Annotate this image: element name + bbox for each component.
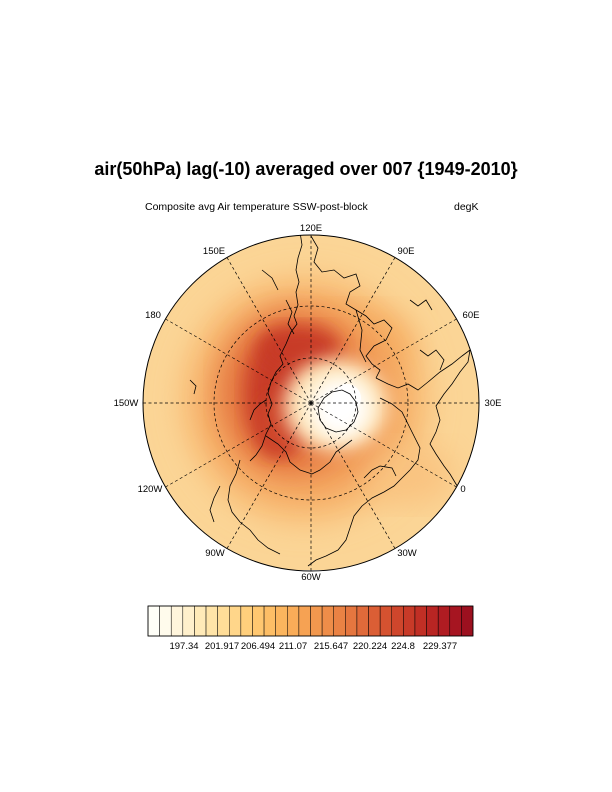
colorbar-swatch [263, 605, 276, 637]
colorbar-swatch [403, 605, 416, 637]
colorbar-swatch [170, 605, 184, 637]
colorbar-swatch [345, 605, 358, 637]
colorbar-swatch [414, 605, 427, 637]
colorbar-tick-label: 201.917 [205, 641, 239, 652]
colorbar-swatch [356, 605, 369, 637]
colorbar-swatch [229, 605, 242, 637]
plot-title: air(50hPa) lag(-10) averaged over 007 {1… [94, 159, 518, 179]
colorbar-swatch [159, 605, 172, 637]
colorbar-swatch [275, 605, 288, 637]
lon-label-90e: 90E [398, 246, 415, 257]
colorbar-swatch [391, 605, 404, 637]
colorbar-swatch [205, 605, 218, 637]
meridian-line [310, 402, 457, 488]
meridian-line [310, 257, 396, 404]
coastlines [189, 235, 471, 567]
colorbar-tick-label: 197.34 [169, 641, 198, 652]
meridian-line [226, 402, 312, 549]
colorbar [147, 605, 474, 637]
colorbar-swatch [437, 605, 451, 637]
meridian-line [310, 402, 396, 549]
colorbar-swatch [310, 605, 323, 637]
colorbar-tick-label: 224.8 [391, 641, 415, 652]
lon-label-30e: 30E [485, 398, 502, 409]
meridian-line [226, 257, 312, 404]
lon-label-60e: 60E [463, 310, 480, 321]
graticule [143, 235, 479, 571]
colorbar-tick-label: 220.224 [353, 641, 387, 652]
lon-label-30w: 30W [397, 548, 417, 559]
colorbar-swatch [321, 605, 334, 637]
colorbar-swatch [147, 605, 160, 637]
colorbar-tick-label: 211.07 [279, 641, 307, 652]
subtitle-units: degK [454, 201, 479, 213]
colorbar-swatch [194, 605, 207, 637]
colorbar-swatch [287, 605, 300, 637]
meridian-line [165, 402, 312, 488]
meridian-line [310, 318, 457, 404]
colorbar-swatch [252, 605, 265, 637]
colorbar-swatch [217, 605, 230, 637]
lon-label-150e: 150E [203, 246, 225, 257]
colorbar-labels: 197.34 201.917 206.494 211.07 215.647 22… [169, 641, 457, 652]
lon-label-90w: 90W [205, 548, 225, 559]
lon-label-0: 0 [460, 484, 465, 495]
colorbar-swatch [368, 605, 381, 637]
colorbar-swatch [426, 605, 439, 637]
colorbar-tick-label: 229.377 [423, 641, 457, 652]
temperature-field [143, 235, 479, 570]
lon-label-180: 180 [145, 310, 161, 321]
lon-label-60w: 60W [301, 572, 321, 583]
longitude-labels: 120E 90E 60E 30E 0 30W 60W 90W 120W 150W… [114, 223, 502, 583]
colorbar-swatch [240, 605, 253, 637]
colorbar-tick-label: 206.494 [241, 641, 275, 652]
lon-label-120e: 120E [300, 223, 322, 234]
meridian-line [165, 318, 312, 404]
colorbar-swatch [182, 605, 195, 637]
map-boundary [142, 234, 480, 572]
colorbar-tick-label: 215.647 [314, 641, 348, 652]
subtitle-left: Composite avg Air temperature SSW-post-b… [145, 201, 368, 213]
colorbar-swatch [449, 605, 462, 637]
lon-label-120w: 120W [138, 484, 163, 495]
latitude-circle [213, 305, 409, 501]
colorbar-swatch [379, 605, 393, 637]
colorbar-frame [147, 605, 474, 637]
colorbar-swatch [461, 605, 474, 637]
colorbar-swatch [333, 605, 346, 637]
colorbar-swatch [298, 605, 311, 637]
lon-label-150w: 150W [114, 398, 139, 409]
